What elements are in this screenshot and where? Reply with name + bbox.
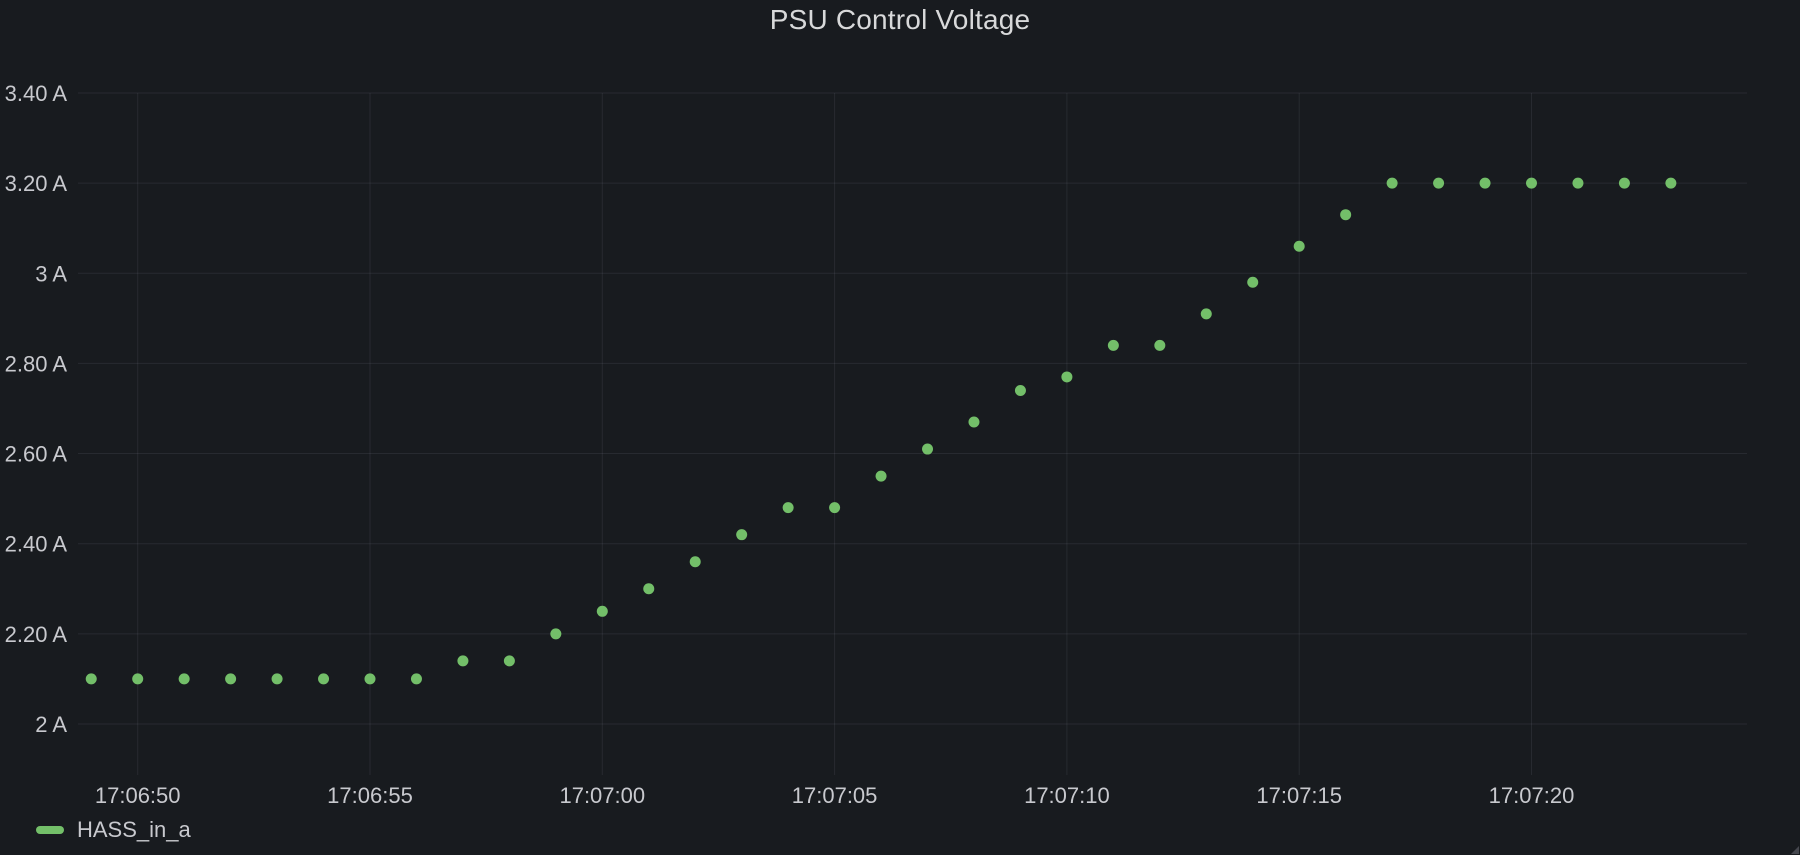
y-tick-label: 3 A — [35, 261, 67, 286]
x-tick-label: 17:07:20 — [1489, 783, 1575, 808]
data-point[interactable] — [1572, 177, 1584, 189]
data-point[interactable] — [829, 502, 841, 514]
data-point[interactable] — [596, 605, 608, 617]
x-tick-label: 17:06:50 — [95, 783, 181, 808]
y-tick-label: 2.80 A — [5, 351, 68, 376]
data-point[interactable] — [968, 416, 980, 428]
data-point[interactable] — [225, 673, 237, 685]
data-point[interactable] — [271, 673, 283, 685]
x-tick-label: 17:07:00 — [559, 783, 645, 808]
data-point[interactable] — [1618, 177, 1630, 189]
data-point[interactable] — [550, 628, 562, 640]
data-point[interactable] — [364, 673, 376, 685]
data-point[interactable] — [410, 673, 422, 685]
data-point[interactable] — [689, 556, 701, 568]
y-tick-label: 2.40 A — [5, 532, 68, 557]
data-point[interactable] — [1014, 384, 1026, 396]
data-point[interactable] — [1340, 209, 1352, 221]
y-tick-label: 3.20 A — [5, 171, 68, 196]
panel-title: PSU Control Voltage — [769, 4, 1031, 35]
data-point[interactable] — [782, 502, 794, 514]
data-point[interactable] — [1154, 339, 1166, 351]
data-point[interactable] — [922, 443, 934, 455]
y-tick-label: 3.40 A — [5, 81, 68, 106]
data-point[interactable] — [1247, 276, 1259, 288]
y-tick-label: 2.60 A — [5, 442, 68, 467]
data-point[interactable] — [1107, 339, 1119, 351]
data-point[interactable] — [643, 583, 655, 595]
data-point[interactable] — [132, 673, 144, 685]
panel-resize-handle[interactable] — [1791, 846, 1799, 854]
legend[interactable]: HASS_in_a — [36, 817, 191, 843]
data-point[interactable] — [1386, 177, 1398, 189]
y-tick-label: 2 A — [35, 712, 67, 737]
grid — [78, 92, 1747, 775]
plot-area[interactable] — [78, 93, 1747, 775]
series-points — [85, 177, 1677, 685]
data-point[interactable] — [457, 655, 469, 667]
data-point[interactable] — [178, 673, 190, 685]
data-point[interactable] — [1200, 308, 1212, 320]
legend-series-name[interactable]: HASS_in_a — [77, 817, 191, 842]
x-tick-label: 17:07:10 — [1024, 783, 1110, 808]
data-point[interactable] — [1433, 177, 1445, 189]
data-point[interactable] — [875, 470, 887, 482]
series-color-swatch — [36, 826, 64, 834]
x-tick-label: 17:07:15 — [1256, 783, 1342, 808]
data-point[interactable] — [1293, 240, 1305, 252]
data-point[interactable] — [1061, 371, 1073, 383]
data-point[interactable] — [503, 655, 515, 667]
data-point[interactable] — [1665, 177, 1677, 189]
data-point[interactable] — [85, 673, 97, 685]
data-point[interactable] — [1479, 177, 1491, 189]
data-point[interactable] — [318, 673, 330, 685]
data-point[interactable] — [736, 529, 748, 541]
y-tick-label: 2.20 A — [5, 622, 68, 647]
x-tick-label: 17:06:55 — [327, 783, 413, 808]
axes: 3.40 A 3.20 A 3 A 2.80 A 2.60 A 2.40 A 2.20 A 2… — [5, 81, 1575, 808]
data-point[interactable] — [1526, 177, 1537, 189]
x-tick-label: 17:07:05 — [792, 783, 878, 808]
